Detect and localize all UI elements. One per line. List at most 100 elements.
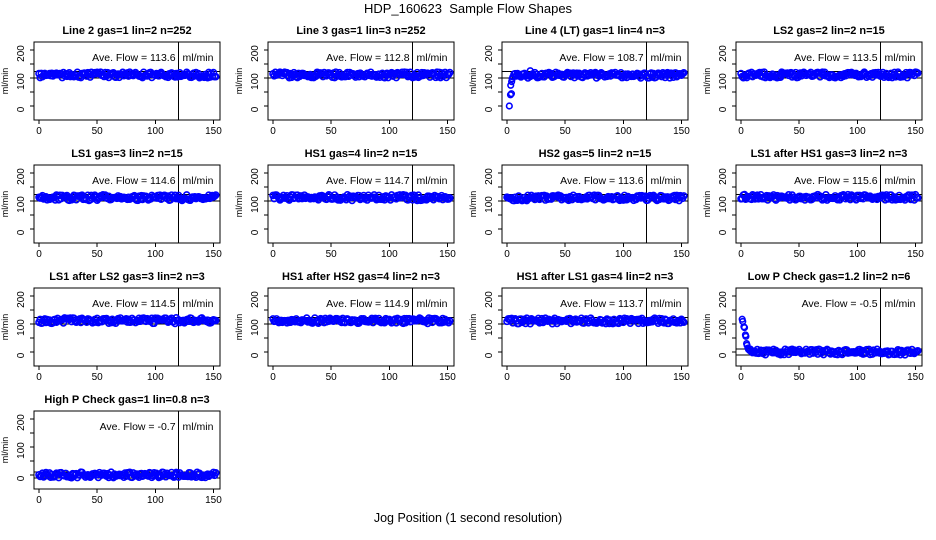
outlier-point bbox=[507, 81, 515, 89]
flow-panel-4: LS2 gas=2 lin=2 n=15 0 100 200 ml/min 0 50 100 1… bbox=[702, 25, 924, 137]
data-points bbox=[738, 315, 922, 359]
x-tick-label: 150 bbox=[673, 249, 690, 260]
y-axis-title: ml/min bbox=[234, 68, 244, 95]
average-flow-unit: ml/min bbox=[885, 175, 916, 187]
panel-title: Low P Check gas=1.2 lin=2 n=6 bbox=[748, 271, 911, 283]
x-tick-label: 50 bbox=[560, 126, 572, 137]
plot-box bbox=[501, 41, 689, 121]
x-tick-label: 100 bbox=[615, 372, 632, 383]
x-tick-label: 150 bbox=[907, 126, 924, 137]
panel-title: LS2 gas=2 lin=2 n=15 bbox=[773, 25, 885, 37]
y-tick-label: 100 bbox=[16, 73, 27, 90]
x-tick-label: 0 bbox=[36, 495, 42, 506]
plot-box bbox=[33, 287, 221, 367]
y-tick-label: 100 bbox=[16, 319, 27, 336]
x-tick-label: 100 bbox=[615, 126, 632, 137]
outlier-point bbox=[740, 324, 749, 332]
y-tick-label: 0 bbox=[484, 352, 495, 358]
average-flow-unit: ml/min bbox=[417, 175, 448, 187]
y-tick-label: 0 bbox=[718, 106, 729, 112]
flow-panel-12: Low P Check gas=1.2 lin=2 n=6 0 100 200 ml/m… bbox=[702, 271, 924, 383]
y-tick-label: 0 bbox=[250, 352, 261, 358]
x-tick-label: 50 bbox=[560, 372, 572, 383]
average-flow-value: Ave. Flow = 114.7 bbox=[326, 175, 410, 187]
outlier-point bbox=[742, 332, 750, 340]
data-points bbox=[503, 191, 688, 205]
data-points bbox=[35, 68, 220, 82]
average-flow-unit: ml/min bbox=[651, 52, 682, 64]
panel-title: HS2 gas=5 lin=2 n=15 bbox=[539, 148, 652, 160]
x-tick-label: 150 bbox=[205, 495, 222, 506]
flow-panel-10: HS1 after HS2 gas=4 lin=2 n=3 0 100 200 ml/m… bbox=[234, 271, 456, 383]
flow-panel-1: Line 2 gas=1 lin=2 n=252 0 100 200 ml/min 0 50… bbox=[0, 25, 222, 137]
average-flow-unit: ml/min bbox=[651, 298, 682, 310]
panel-title: Line 2 gas=1 lin=2 n=252 bbox=[62, 25, 191, 37]
x-tick-label: 0 bbox=[36, 126, 42, 137]
average-flow-value: Ave. Flow = 113.6 bbox=[92, 52, 176, 64]
y-axis-title: ml/min bbox=[0, 314, 10, 341]
x-tick-label: 0 bbox=[270, 372, 276, 383]
x-tick-label: 50 bbox=[92, 249, 104, 260]
plot-box bbox=[33, 410, 221, 490]
data-points bbox=[737, 68, 922, 82]
flow-panel-6: HS1 gas=4 lin=2 n=15 0 100 200 ml/min 0 50 100 1… bbox=[234, 148, 456, 260]
x-tick-label: 100 bbox=[615, 249, 632, 260]
average-flow-unit: ml/min bbox=[651, 175, 682, 187]
x-tick-label: 50 bbox=[794, 126, 806, 137]
x-tick-label: 100 bbox=[147, 249, 164, 260]
plot-box bbox=[33, 164, 221, 244]
x-tick-label: 0 bbox=[504, 249, 510, 260]
panel-title: High P Check gas=1 lin=0.8 n=3 bbox=[44, 394, 209, 406]
y-tick-label: 0 bbox=[16, 229, 27, 235]
plot-box bbox=[501, 287, 689, 367]
y-tick-label: 100 bbox=[718, 196, 729, 213]
y-axis-title: ml/min bbox=[234, 314, 244, 341]
x-tick-label: 0 bbox=[504, 126, 510, 137]
data-points bbox=[269, 68, 454, 82]
average-flow-value: Ave. Flow = -0.7 bbox=[100, 421, 176, 433]
x-tick-label: 100 bbox=[147, 372, 164, 383]
x-tick-label: 100 bbox=[381, 372, 398, 383]
x-tick-label: 0 bbox=[270, 249, 276, 260]
x-tick-label: 100 bbox=[849, 126, 866, 137]
outlier-point bbox=[509, 73, 517, 81]
y-tick-label: 200 bbox=[484, 45, 495, 62]
x-tick-label: 150 bbox=[205, 126, 222, 137]
x-tick-label: 100 bbox=[849, 249, 866, 260]
y-tick-label: 100 bbox=[250, 73, 261, 90]
y-tick-label: 0 bbox=[718, 352, 729, 358]
x-tick-label: 0 bbox=[270, 126, 276, 137]
x-tick-label: 50 bbox=[794, 372, 806, 383]
outlier-point bbox=[526, 67, 534, 75]
y-tick-label: 0 bbox=[16, 475, 27, 481]
x-tick-label: 150 bbox=[673, 372, 690, 383]
y-axis-title: ml/min bbox=[0, 68, 10, 95]
flow-panel-5: LS1 gas=3 lin=2 n=15 0 100 200 ml/min 0 50 100 1… bbox=[0, 148, 222, 260]
y-tick-label: 200 bbox=[718, 291, 729, 308]
y-tick-label: 200 bbox=[16, 168, 27, 185]
plot-box bbox=[735, 287, 923, 367]
average-flow-value: Ave. Flow = 114.6 bbox=[92, 175, 176, 187]
data-points bbox=[35, 191, 220, 205]
y-axis-title: ml/min bbox=[234, 191, 244, 218]
x-axis-label: Jog Position (1 second resolution) bbox=[373, 511, 563, 525]
y-axis-title: ml/min bbox=[702, 191, 712, 218]
panel-title: HS1 after LS1 gas=4 lin=2 n=3 bbox=[517, 271, 674, 283]
x-tick-label: 150 bbox=[439, 372, 456, 383]
data-points bbox=[35, 468, 220, 482]
x-tick-label: 0 bbox=[36, 372, 42, 383]
plot-box bbox=[267, 164, 455, 244]
y-tick-label: 100 bbox=[484, 73, 495, 90]
average-flow-value: Ave. Flow = 114.9 bbox=[326, 298, 410, 310]
average-flow-unit: ml/min bbox=[183, 298, 214, 310]
average-flow-value: Ave. Flow = 113.5 bbox=[794, 52, 878, 64]
x-tick-label: 50 bbox=[326, 249, 338, 260]
y-tick-label: 200 bbox=[718, 168, 729, 185]
average-flow-unit: ml/min bbox=[183, 175, 214, 187]
y-tick-label: 0 bbox=[484, 106, 495, 112]
plot-box bbox=[501, 164, 689, 244]
average-flow-value: Ave. Flow = 113.7 bbox=[560, 298, 644, 310]
x-tick-label: 150 bbox=[907, 372, 924, 383]
average-flow-value: Ave. Flow = 112.8 bbox=[326, 52, 410, 64]
x-tick-label: 150 bbox=[439, 126, 456, 137]
